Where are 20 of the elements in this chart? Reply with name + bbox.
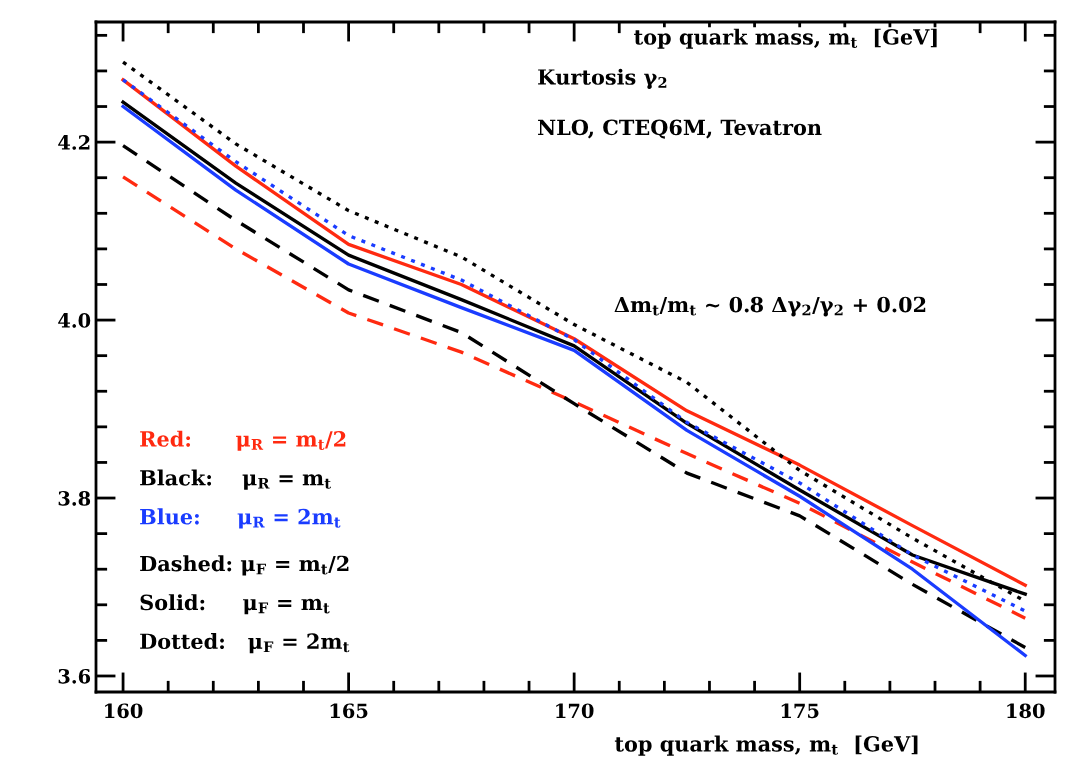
y-tick-label: 3.6 bbox=[58, 668, 91, 684]
text: top quark mass, m$_{t}$ [GeV] bbox=[614, 735, 918, 756]
annotation: Black: μ$_{R}$ = m$_{t}$ bbox=[140, 469, 331, 490]
y-tick-label: 4.2 bbox=[58, 135, 90, 150]
text: top quark mass, m$_{t}$ [GeV] bbox=[634, 28, 937, 49]
x-tick-label: 180 bbox=[1007, 703, 1045, 719]
text: Δm$_{t}$/m$_{t}$ ~ 0.8 Δγ$_{2}$/γ$_{2}$ + 0.02 bbox=[614, 296, 926, 317]
y-tick-label: 4.0 bbox=[58, 313, 91, 328]
x-tick-label: 160 bbox=[105, 703, 143, 719]
annotation: Blue: μ$_{R}$ = 2m$_{t}$ bbox=[140, 508, 341, 529]
x-tick-label: 165 bbox=[330, 703, 368, 719]
annotation: Dotted: μ$_{F}$ = 2m$_{t}$ bbox=[140, 632, 350, 654]
x-tick-label: 170 bbox=[556, 703, 594, 719]
y-tick-label: 3.8 bbox=[58, 490, 91, 506]
annotation: Solid: μ$_{F}$ = m$_{t}$ bbox=[140, 594, 330, 615]
annotation: NLO, CTEQ6M, Tevatron bbox=[538, 119, 822, 139]
annotation: Kurtosis γ$_{2}$ bbox=[538, 68, 667, 89]
annotation: Dashed: μ$_{F}$ = m$_{t}$/2 bbox=[140, 555, 349, 576]
annotation: Red: μ$_{R}$ = m$_{t}$/2 bbox=[140, 430, 346, 451]
x-tick-label: 175 bbox=[781, 703, 819, 719]
